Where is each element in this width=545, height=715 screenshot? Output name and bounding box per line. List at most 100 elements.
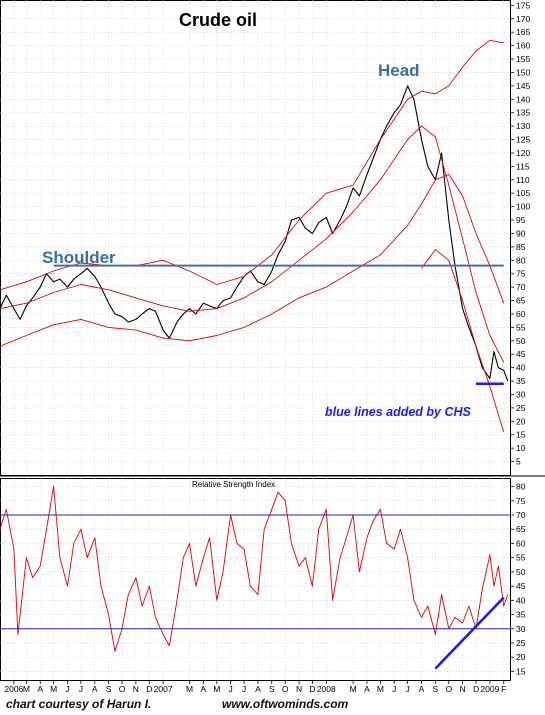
series-price <box>0 85 509 382</box>
price-y-tick-label: 135 <box>516 108 530 118</box>
annotation-blue-lines: blue lines added by CHS <box>325 405 472 419</box>
x-tick-label: M <box>213 684 220 694</box>
price-y-tick-label: 155 <box>516 54 530 64</box>
rsi-y-tick-label: 60 <box>516 538 526 548</box>
series-moving-average <box>0 125 505 363</box>
series-projection <box>421 249 505 433</box>
price-y-tick-label: 20 <box>516 416 526 426</box>
price-y-tick-label: 160 <box>516 41 530 51</box>
x-tick-label: J <box>229 684 233 694</box>
price-y-tick-label: 100 <box>516 202 530 212</box>
overlay-layer <box>0 264 510 670</box>
x-tick-label: A <box>201 684 207 694</box>
price-y-tick-label: 95 <box>516 215 526 225</box>
price-y-tick-label: 175 <box>516 0 530 10</box>
price-y-tick-label: 75 <box>516 269 526 279</box>
grid-lines <box>0 0 545 681</box>
rsi-y-tick-label: 15 <box>516 666 526 676</box>
price-y-tick-label: 130 <box>516 121 530 131</box>
rsi-y-tick-label: 30 <box>516 624 526 634</box>
price-y-tick-label: 120 <box>516 148 530 158</box>
x-tick-label: M <box>350 684 357 694</box>
series-rsi <box>0 486 509 652</box>
x-tick-label: D <box>473 684 479 694</box>
price-y-tick-label: 45 <box>516 349 526 359</box>
price-y-tick-label: 90 <box>516 228 526 238</box>
x-tick-label: O <box>282 684 289 694</box>
x-tick-label: N <box>460 684 466 694</box>
x-tick-label: J <box>242 684 246 694</box>
rsi-trendline <box>434 596 505 670</box>
x-tick-label: 2006 <box>4 684 23 694</box>
rsi-y-tick-label: 80 <box>516 482 526 492</box>
price-y-tick-label: 10 <box>516 443 526 453</box>
price-y-tick-label: 30 <box>516 389 526 399</box>
x-tick-label: J <box>65 684 69 694</box>
rsi-panel-frame <box>0 478 511 681</box>
x-tick-label: 2007 <box>154 684 173 694</box>
x-tick-label: N <box>133 684 139 694</box>
price-y-tick-label: 85 <box>516 242 526 252</box>
rsi-y-tick-label: 65 <box>516 524 526 534</box>
x-tick-label: A <box>92 684 98 694</box>
series-layer <box>0 39 509 652</box>
price-y-tick-label: 50 <box>516 336 526 346</box>
price-y-tick-label: 70 <box>516 282 526 292</box>
rsi-y-tick-label: 70 <box>516 510 526 520</box>
footer-website: www.oftwominds.com <box>222 697 349 711</box>
price-y-tick-label: 170 <box>516 14 530 24</box>
annotation-shoulder: Shoulder <box>42 248 116 267</box>
axis-layer: 2006 M A M J J A S O N D 2007 M A M J J A S O N D 2008 M A M J J A S O… <box>4 0 530 694</box>
x-tick-label: J <box>79 684 83 694</box>
rsi-y-tick-label: 50 <box>516 567 526 577</box>
rsi-panel-title: Relative Strength Index <box>192 480 275 489</box>
x-tick-label: D <box>146 684 152 694</box>
price-y-tick-label: 145 <box>516 81 530 91</box>
price-y-tick-label: 15 <box>516 430 526 440</box>
price-y-tick-label: 165 <box>516 27 530 37</box>
x-tick-label: A <box>37 684 43 694</box>
x-tick-label: J <box>406 684 410 694</box>
rsi-y-tick-label: 20 <box>516 652 526 662</box>
rsi-y-tick-label: 35 <box>516 610 526 620</box>
x-tick-label: J <box>392 684 396 694</box>
chart-title: Crude oil <box>179 10 257 30</box>
price-y-tick-label: 60 <box>516 309 526 319</box>
x-tick-label: D <box>309 684 315 694</box>
x-tick-label: M <box>377 684 384 694</box>
x-tick-label: N <box>296 684 302 694</box>
rsi-y-tick-label: 45 <box>516 581 526 591</box>
price-y-tick-label: 80 <box>516 255 526 265</box>
x-tick-label: A <box>364 684 370 694</box>
rsi-y-tick-label: 40 <box>516 595 526 605</box>
price-y-tick-label: 5 <box>516 457 521 467</box>
price-y-tick-label: 140 <box>516 94 530 104</box>
price-y-tick-label: 40 <box>516 363 526 373</box>
price-y-tick-label: 35 <box>516 376 526 386</box>
rsi-y-tick-label: 25 <box>516 638 526 648</box>
x-tick-label: M <box>23 684 30 694</box>
rsi-y-tick-label: 75 <box>516 496 526 506</box>
price-y-tick-label: 25 <box>516 403 526 413</box>
x-tick-label: F <box>501 684 506 694</box>
price-y-tick-label: 110 <box>516 175 530 185</box>
x-tick-label: A <box>419 684 425 694</box>
x-tick-label: A <box>255 684 261 694</box>
x-tick-label: S <box>106 684 112 694</box>
x-tick-label: S <box>433 684 439 694</box>
annotation-head: Head <box>378 61 420 80</box>
price-y-tick-label: 150 <box>516 67 530 77</box>
x-tick-label: S <box>269 684 275 694</box>
price-y-tick-label: 105 <box>516 188 530 198</box>
x-tick-label: O <box>445 684 452 694</box>
price-y-tick-label: 65 <box>516 296 526 306</box>
series-lower-band <box>0 173 505 347</box>
price-y-tick-label: 115 <box>516 161 530 171</box>
price-y-tick-label: 55 <box>516 322 526 332</box>
rsi-y-tick-label: 55 <box>516 553 526 563</box>
footer-credit: chart courtesy of Harun I. <box>6 697 152 711</box>
x-tick-label: O <box>119 684 126 694</box>
x-tick-label: M <box>186 684 193 694</box>
x-tick-label: 2009 <box>480 684 499 694</box>
